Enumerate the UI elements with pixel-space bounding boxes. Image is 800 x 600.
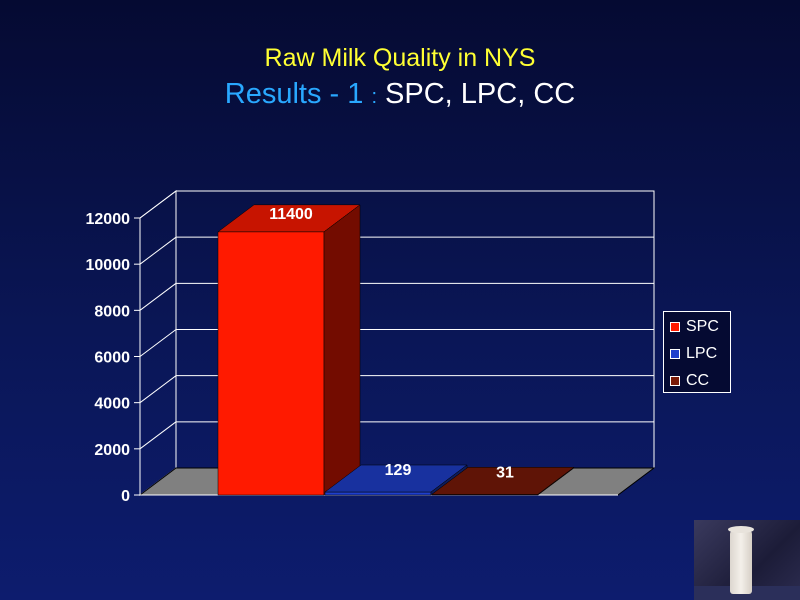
y-tick-label: 2000 bbox=[94, 442, 130, 459]
legend-item-spc: SPC bbox=[670, 316, 719, 338]
legend-label-spc: SPC bbox=[686, 318, 719, 335]
subtitle-separator: : bbox=[371, 86, 377, 108]
slide-subtitle: Results - 1 : SPC, LPC, CC bbox=[0, 78, 800, 111]
bar-side-cc bbox=[537, 466, 575, 496]
y-tick-label: 4000 bbox=[94, 396, 130, 413]
legend-swatch-spc bbox=[670, 322, 680, 332]
bar-side-spc bbox=[323, 204, 361, 496]
y-tick-label: 12000 bbox=[86, 211, 131, 228]
gridline-side bbox=[139, 421, 177, 450]
data-label-lpc: 129 bbox=[385, 462, 412, 479]
bar-lpc bbox=[324, 491, 432, 496]
subtitle-results: Results - 1 bbox=[224, 78, 372, 110]
data-label-cc: 31 bbox=[496, 464, 514, 481]
y-tick-label: 10000 bbox=[86, 257, 131, 274]
y-tick-label: 0 bbox=[121, 488, 130, 505]
gridline-side bbox=[139, 375, 177, 404]
gridline-side bbox=[139, 282, 177, 311]
legend-label-cc: CC bbox=[686, 372, 710, 389]
data-label-spc: 11400 bbox=[269, 206, 313, 223]
bar-spc bbox=[217, 231, 325, 496]
chart-legend: SPC LPC CC bbox=[663, 311, 731, 393]
gridline-side bbox=[139, 190, 177, 219]
milk-glass-photo bbox=[694, 520, 800, 600]
gridline-side bbox=[139, 329, 177, 357]
legend-swatch-lpc bbox=[670, 349, 680, 359]
legend-item-lpc: LPC bbox=[670, 343, 717, 365]
legend-swatch-cc bbox=[670, 376, 680, 386]
subtitle-measures: SPC, LPC, CC bbox=[377, 78, 576, 110]
glass-rim bbox=[728, 526, 754, 533]
y-tick-label: 8000 bbox=[94, 303, 130, 320]
milk-glass-icon bbox=[730, 530, 752, 594]
legend-label-lpc: LPC bbox=[686, 345, 718, 362]
y-tick-label: 6000 bbox=[94, 350, 130, 367]
slide-title: Raw Milk Quality in NYS bbox=[264, 44, 536, 72]
legend-item-cc: CC bbox=[670, 370, 709, 392]
gridline-side bbox=[139, 236, 177, 265]
